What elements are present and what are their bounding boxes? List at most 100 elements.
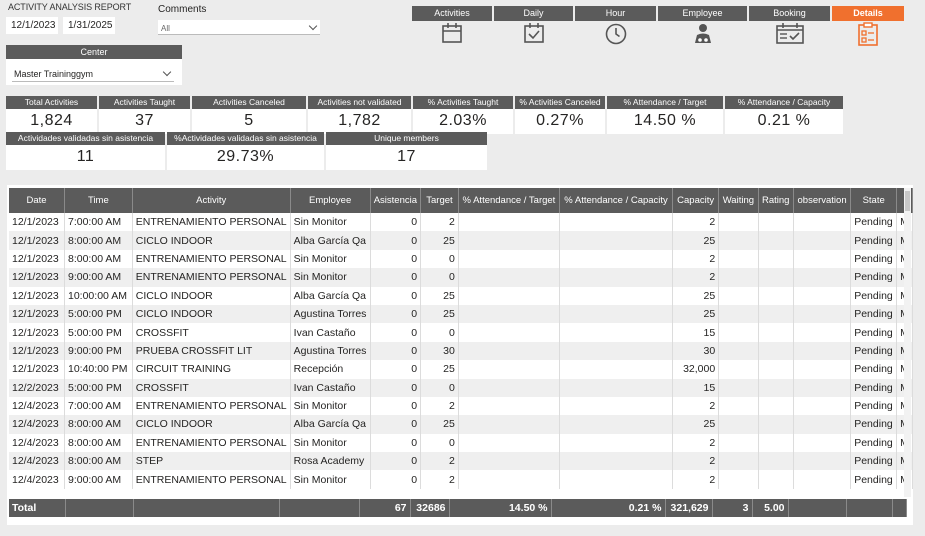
nav-details-button[interactable]: Details: [832, 6, 904, 46]
kpi-value: 29.73%: [216, 148, 275, 165]
table-row[interactable]: 12/1/2023 8:00:00 AM ENTRENAMIENTO PERSONA…: [9, 249, 913, 269]
table-cell: [718, 378, 759, 397]
table-cell: ENTRENAMIENTO PERSONAL: [132, 268, 291, 287]
kpi-total-activities: Total Activities 1,824: [6, 96, 97, 134]
table-cell: 12/1/2023: [9, 213, 65, 232]
table-row[interactable]: 12/4/2023 7:00:00 AM ENTRENAMIENTO PERSONA…: [9, 396, 913, 416]
table-cell: [718, 231, 759, 250]
table-cell: Pending: [850, 396, 898, 416]
column-header[interactable]: Activity: [132, 188, 291, 213]
table-scrollbar[interactable]: [904, 188, 911, 497]
column-header[interactable]: observation: [793, 188, 852, 213]
table-cell: [718, 415, 759, 434]
table-cell: Pending: [850, 323, 898, 342]
date-from-input[interactable]: 12/1/2023: [6, 17, 58, 34]
table-cell: [458, 452, 561, 471]
table-row[interactable]: 12/1/2023 9:00:00 PM PRUEBA CROSSFIT LIT Ag…: [9, 341, 913, 361]
table-cell: [458, 304, 561, 324]
column-header[interactable]: Rating: [758, 188, 794, 213]
table-cell: CICLO INDOOR: [132, 415, 291, 434]
table-cell: [793, 452, 852, 471]
kpi-label: % Attendance / Target: [607, 96, 723, 109]
table-cell: 2: [672, 470, 720, 489]
table-row[interactable]: 12/1/2023 8:00:00 AM CICLO INDOOR Alba Garc…: [9, 231, 913, 250]
column-header[interactable]: Date: [9, 188, 65, 213]
table-row[interactable]: 12/1/2023 9:00:00 AM ENTRENAMIENTO PERSONA…: [9, 268, 913, 287]
table-cell: 25: [420, 231, 459, 250]
table-cell: [559, 360, 674, 379]
table-cell: Pending: [850, 433, 898, 453]
table-cell: 0: [370, 360, 422, 379]
column-header[interactable]: % Attendance / Capacity: [559, 188, 674, 213]
column-header[interactable]: Time: [64, 188, 133, 213]
column-header[interactable]: State: [850, 188, 898, 213]
table-row[interactable]: 12/1/2023 10:00:00 AM CICLO INDOOR Alba Gar…: [9, 286, 913, 305]
clock-icon: [605, 23, 626, 45]
column-header[interactable]: Asistencia: [370, 188, 422, 213]
table-cell: 0: [370, 470, 422, 489]
kpi-pct-activities-canceled: % Activities Canceled 0.27%: [515, 96, 605, 134]
table-row[interactable]: 12/2/2023 5:00:00 PM CROSSFIT Ivan Castaño 0…: [9, 378, 913, 397]
table-cell: [559, 396, 674, 416]
table-cell: 12/1/2023: [9, 341, 65, 361]
table-cell: Alba García Qa: [290, 231, 371, 250]
table-cell: Pending: [850, 213, 898, 232]
table-cell: [793, 341, 852, 361]
table-cell: Pending: [850, 470, 898, 489]
table-cell: 0: [370, 415, 422, 434]
table-cell: [758, 470, 794, 489]
nav-booking-button[interactable]: Booking: [749, 6, 830, 46]
date-to-input[interactable]: 1/31/2025: [63, 17, 115, 34]
table-row[interactable]: 12/1/2023 5:00:00 PM CICLO INDOOR Agustina …: [9, 304, 913, 324]
column-header[interactable]: Capacity: [672, 188, 720, 213]
nav-hour-button[interactable]: Hour: [575, 6, 656, 46]
total-cell: 0.21 %: [551, 499, 666, 517]
total-cell: [279, 499, 360, 517]
table-row[interactable]: 12/1/2023 10:40:00 PM CIRCUIT TRAINING Rece…: [9, 360, 913, 379]
nav-activities-button[interactable]: Activities: [412, 6, 492, 46]
table-row[interactable]: 12/1/2023 5:00:00 PM CROSSFIT Ivan Castaño 0…: [9, 323, 913, 342]
column-header[interactable]: % Attendance / Target: [458, 188, 561, 213]
table-cell: [793, 470, 852, 489]
table-cell: 8:00:00 AM: [64, 231, 133, 250]
table-cell: [793, 268, 852, 287]
table-cell: 25: [672, 231, 720, 250]
column-header[interactable]: Waiting: [718, 188, 759, 213]
calendar-icon: [442, 23, 462, 43]
comments-dropdown[interactable]: All: [158, 20, 320, 35]
center-dropdown[interactable]: Master Traininggym: [12, 66, 174, 82]
table-cell: [559, 304, 674, 324]
nav-employee-button[interactable]: Employee: [658, 6, 747, 46]
table-row[interactable]: 12/4/2023 9:00:00 AM ENTRENAMIENTO PERSONA…: [9, 470, 913, 489]
table-cell: 12/4/2023: [9, 415, 65, 434]
kpi-label: Activities not validated: [308, 96, 411, 109]
table-row[interactable]: 12/4/2023 8:00:00 AM ENTRENAMIENTO PERSONA…: [9, 433, 913, 453]
table-cell: [559, 231, 674, 250]
column-header[interactable]: Employee: [290, 188, 371, 213]
details-table-panel: Date Time Activity Employee Asistencia Target…: [7, 185, 913, 525]
table-cell: [559, 470, 674, 489]
table-cell: 25: [420, 360, 459, 379]
nav-details-label: Details: [832, 6, 904, 21]
table-cell: [793, 304, 852, 324]
table-cell: ENTRENAMIENTO PERSONAL: [132, 470, 291, 489]
table-cell: 0: [420, 433, 459, 453]
table-cell: [559, 378, 674, 397]
table-cell: 2: [672, 213, 720, 232]
table-row[interactable]: 12/1/2023 7:00:00 AM ENTRENAMIENTO PERSONA…: [9, 213, 913, 232]
table-cell: STEP: [132, 452, 291, 471]
nav-daily-button[interactable]: Daily: [494, 6, 573, 46]
table-cell: Pending: [850, 415, 898, 434]
scrollbar-thumb[interactable]: [905, 191, 910, 211]
table-cell: [718, 268, 759, 287]
table-row[interactable]: 12/4/2023 8:00:00 AM CICLO INDOOR Alba Garc…: [9, 415, 913, 434]
nav-employee-label: Employee: [658, 6, 747, 21]
total-cell: 32686: [410, 499, 450, 517]
center-slicer: Center Master Traininggym: [6, 45, 182, 85]
table-cell: Sin Monitor: [290, 268, 371, 287]
table-row[interactable]: 12/4/2023 8:00:00 AM STEP Rosa Academy 0 2 2 Pe…: [9, 452, 913, 471]
kpi-label: % Activities Taught: [413, 96, 513, 109]
table-cell: Recepción: [290, 360, 371, 379]
column-header[interactable]: Target: [420, 188, 459, 213]
table-cell: Pending: [850, 286, 898, 305]
